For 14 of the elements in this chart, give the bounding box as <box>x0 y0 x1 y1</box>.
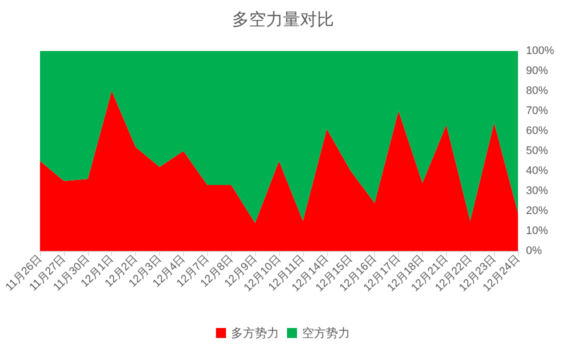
chart-title: 多空力量对比 <box>232 10 334 29</box>
y-tick-label: 0% <box>526 245 542 257</box>
y-tick-label: 50% <box>526 145 548 157</box>
y-tick-label: 20% <box>526 205 548 217</box>
y-tick-label: 60% <box>526 125 548 137</box>
y-tick-label: 80% <box>526 85 548 97</box>
legend-label: 多方势力 <box>231 326 279 340</box>
legend-label: 空方势力 <box>302 326 350 340</box>
y-tick-label: 40% <box>526 165 548 177</box>
y-tick-label: 30% <box>526 185 548 197</box>
y-tick-label: 90% <box>526 65 548 77</box>
y-tick-label: 100% <box>526 45 554 57</box>
y-tick-label: 70% <box>526 105 548 117</box>
y-tick-label: 10% <box>526 225 548 237</box>
